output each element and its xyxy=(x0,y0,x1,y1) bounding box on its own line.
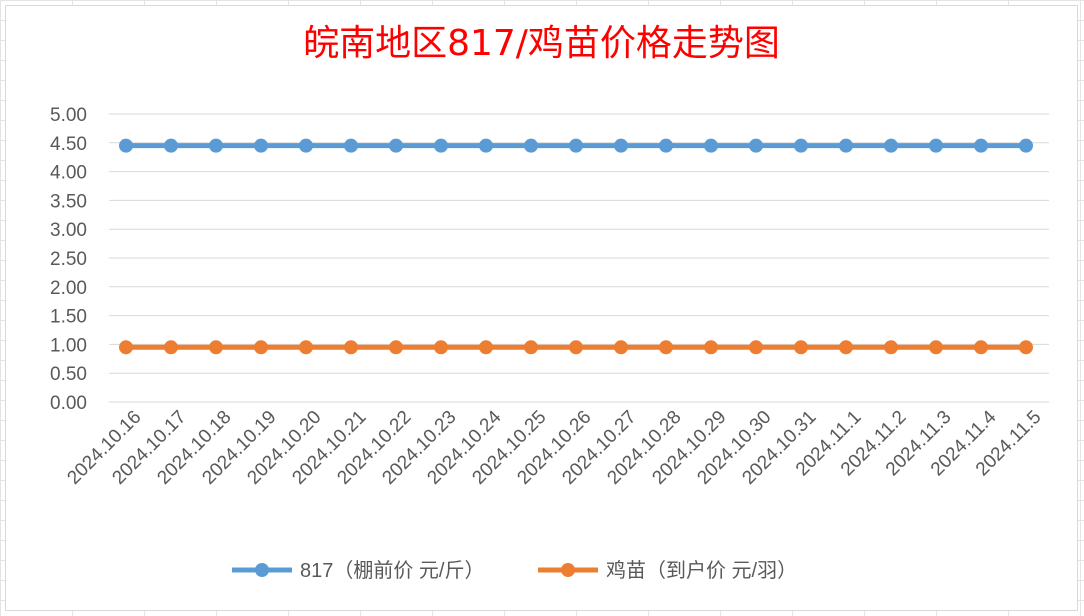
gridlines xyxy=(109,113,1049,403)
series-2-point xyxy=(794,340,808,355)
series-2-point xyxy=(839,340,853,355)
series-1-point xyxy=(794,138,808,153)
legend-label-1: 817（棚前价 元/斤） xyxy=(300,559,484,582)
series-2-point xyxy=(569,340,583,355)
y-tick-label: 1.00 xyxy=(50,335,87,356)
y-tick-label: 3.00 xyxy=(50,220,87,241)
legend-marker-2 xyxy=(561,563,575,577)
series-2-point xyxy=(884,340,898,355)
series-2-point xyxy=(209,340,223,355)
y-tick-label: 2.00 xyxy=(50,278,87,299)
series-2-point xyxy=(1019,340,1033,355)
series-1-point xyxy=(614,138,628,153)
series-1-point xyxy=(974,138,988,153)
series-2-point xyxy=(614,340,628,355)
series-2-point xyxy=(749,340,763,355)
y-tick-label: 1.50 xyxy=(50,307,87,328)
line-chart: 0.00 0.50 1.00 1.50 2.00 2.50 3.00 3.50 4.00 4.50… xyxy=(50,105,1049,582)
series-1-point xyxy=(704,138,718,153)
series-2-point xyxy=(929,340,943,355)
chart-title: 皖南地区817/鸡苗价格走势图 xyxy=(303,23,780,64)
legend[interactable]: 817（棚前价 元/斤） 鸡苗（到户价 元/羽） xyxy=(232,559,797,582)
series-1-point xyxy=(209,138,223,153)
series-1-point xyxy=(299,138,313,153)
series-1-point xyxy=(119,138,133,153)
series-2-point xyxy=(434,340,448,355)
series-1-point xyxy=(929,138,943,153)
legend-marker-1 xyxy=(255,563,269,577)
series-2-point xyxy=(479,340,493,355)
series-1-point xyxy=(524,138,538,153)
series-2-point xyxy=(524,340,538,355)
series-2-point xyxy=(659,340,673,355)
series-2-point xyxy=(704,340,718,355)
series-1-point xyxy=(839,138,853,153)
series-2-point xyxy=(344,340,358,355)
chart-area[interactable]: 皖南地区817/鸡苗价格走势图 0.00 0.50 1.00 1.50 2.00 2.50… xyxy=(5,5,1078,611)
series-2-point xyxy=(389,340,403,355)
series-1-point xyxy=(884,138,898,153)
series-1-point xyxy=(569,138,583,153)
y-tick-label: 4.50 xyxy=(50,134,87,155)
series-1-point xyxy=(749,138,763,153)
series-1-point xyxy=(479,138,493,153)
series-1-point xyxy=(659,138,673,153)
series-2-point xyxy=(164,340,178,355)
x-axis: 2024.10.162024.10.172024.10.182024.10.19… xyxy=(63,406,1045,488)
series-layer xyxy=(119,138,1033,355)
series-1-point xyxy=(254,138,268,153)
series-1-point xyxy=(389,138,403,153)
series-1-point xyxy=(344,138,358,153)
series-2-point xyxy=(974,340,988,355)
series-1-point xyxy=(1019,138,1033,153)
y-axis: 0.00 0.50 1.00 1.50 2.00 2.50 3.00 3.50 4.00 4.50… xyxy=(50,105,87,414)
series-2-point xyxy=(299,340,313,355)
series-2-point xyxy=(119,340,133,355)
y-tick-label: 5.00 xyxy=(50,105,87,126)
y-tick-label: 4.00 xyxy=(50,163,87,184)
y-tick-label: 3.50 xyxy=(50,191,87,212)
y-tick-label: 0.00 xyxy=(50,393,87,414)
series-1-point xyxy=(164,138,178,153)
series-1-point xyxy=(434,138,448,153)
legend-label-2: 鸡苗（到户价 元/羽） xyxy=(606,559,797,582)
y-tick-label: 2.50 xyxy=(50,249,87,270)
series-2-point xyxy=(254,340,268,355)
y-tick-label: 0.50 xyxy=(50,364,87,385)
